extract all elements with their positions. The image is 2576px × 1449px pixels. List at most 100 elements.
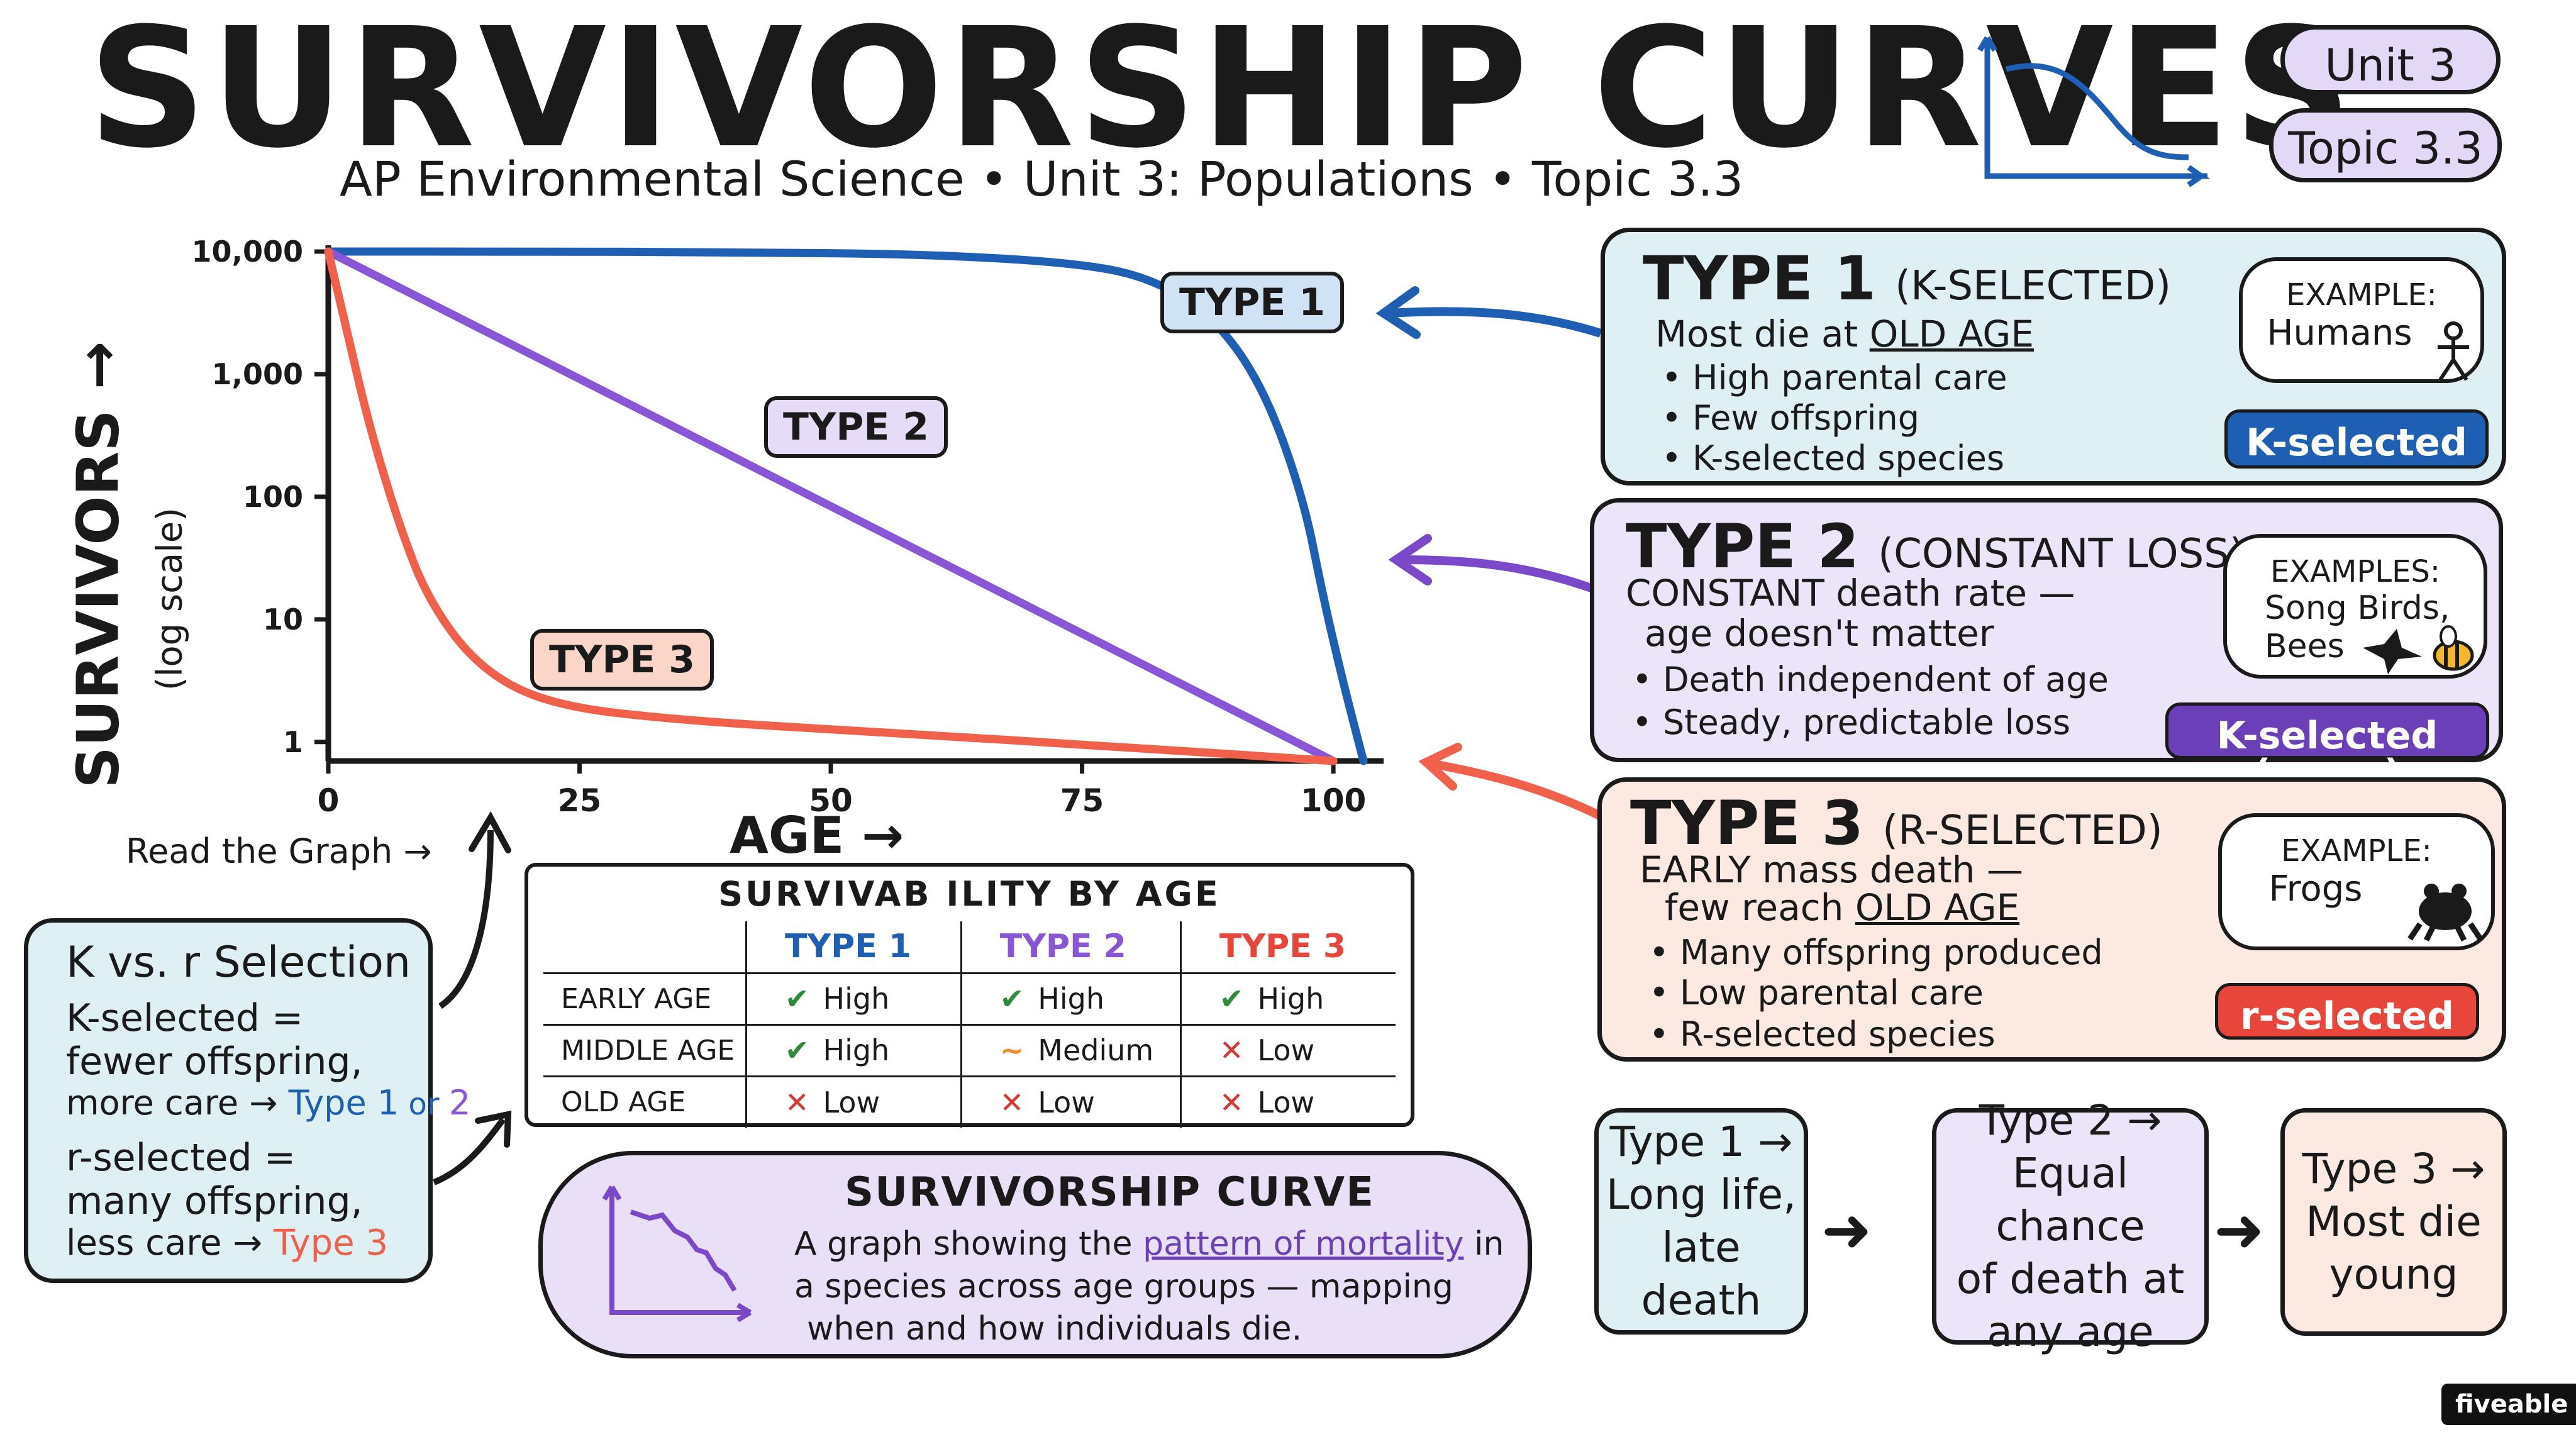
table-corner [543,921,747,974]
read-graph-hint: Read the Graph → [126,831,432,871]
table-header-type1: TYPE 1 [745,921,962,974]
y-tick-label: 1 [283,725,303,759]
flow-box-type2: Type 2 → Equal chance of death at any age [1932,1096,2209,1356]
y-tick-label: 10,000 [191,235,303,269]
type1-card: TYPE 1 (K-SELECTED) Most die at OLD AGE •… [1601,228,2506,486]
type1-example-value: Humans [2267,313,2412,353]
series-line-type-1 [324,247,1368,765]
type3-card-title: TYPE 3 (R-SELECTED) [1630,788,2163,858]
brand-logo: fiveable [2441,1384,2576,1425]
x-axis-label: AGE → [730,806,904,865]
row-label-middle: MIDDLE AGE [543,1023,747,1077]
survivorship-chart: 10,000 1,000 100 10 10 25 50 75 100 [191,235,1384,819]
type1-card-title: TYPE 1 (K-SELECTED) [1643,243,2172,314]
table-grid: TYPE 1 TYPE 2 TYPE 3 EARLY AGE ✔ High ✔ Hi… [543,921,1396,1128]
row-label-early: EARLY AGE [543,972,747,1026]
type1-bullet-3: • K-selected species [1662,438,2005,478]
table-row: MIDDLE AGE ✔ High ∼ Medium ✕ Low [543,1023,1396,1077]
x-tick-label: 0 [318,782,340,819]
flow-arrow-icon: ➜ [2214,1195,2265,1265]
cell: High [823,982,890,1016]
person-icon [2438,321,2469,381]
check-icon: ✔ [784,982,809,1016]
flow-box-type3: Type 3 → Most die young [2280,1108,2507,1336]
type1-bullet-2: • Few offspring [1662,398,1920,438]
check-icon: ✔ [1219,982,1244,1016]
type2-badge: K-selected (some) [2165,702,2489,792]
type3-line-2: few reach OLD AGE [1665,886,2020,929]
k-vs-r-title: K vs. r Selection [66,938,411,987]
type3-example-label: EXAMPLE: [2281,833,2432,869]
type2-example-value-1: Song Birds, [2265,589,2450,627]
y-tick-label: 10 [263,602,303,636]
check-icon: ✔ [999,982,1024,1016]
survivability-table: SURVIVAB ILITY BY AGE TYPE 1 TYPE 2 TYPE… [525,863,1414,1128]
type1-badge: K-selected [2224,409,2489,469]
y-axis-label-wrap: SURVIVORS → [60,341,132,792]
series-line-type-3 [324,247,1338,765]
type2-example-label: EXAMPLES: [2270,554,2441,589]
type3-card: TYPE 3 (R-SELECTED) EARLY mass death — fe… [1597,777,2506,1062]
flow-arrow-icon: ➜ [1821,1195,1872,1265]
type3-curve-label: TYPE 3 [530,629,714,691]
bird-bee-icon [2363,625,2474,674]
type1-bullet-1: • High parental care [1662,358,2007,397]
page-subtitle: AP Environmental Science • Unit 3: Popul… [340,151,1744,207]
type3-bullet-3: • R-selected species [1649,1014,1996,1054]
cell: Low [1257,1033,1315,1067]
x-tick-label: 100 [1301,782,1366,819]
cross-icon: ✕ [1219,1085,1244,1119]
y-tick-label: 1,000 [211,357,303,391]
y-axis-sublabel: (log scale) [149,507,191,691]
x-tick-label: 50 [809,782,853,819]
type2-card-title: TYPE 2 (CONSTANT LOSS) [1626,511,2245,582]
cross-icon: ✕ [784,1085,809,1119]
table-row: EARLY AGE ✔ High ✔ High ✔ High [543,972,1396,1026]
cross-icon: ✕ [999,1085,1024,1119]
type2-line-2: age doesn't matter [1645,612,1994,655]
r-selected-text: r-selected = many offspring, less care →… [66,1136,389,1263]
table-title: SURVIVAB ILITY BY AGE [718,874,1221,914]
mini-curve-icon [1977,36,2211,187]
definition-cloud: SURVIVORSHIP CURVE A graph showing the p… [538,1151,1532,1358]
type1-curve-label: TYPE 1 [1160,272,1344,333]
cell: Medium [1038,1033,1154,1067]
y-axis-label: SURVIVORS → [64,341,132,789]
row-label-old: OLD AGE [543,1075,747,1128]
type1-example-label: EXAMPLE: [2286,277,2437,313]
k-vs-r-box: K vs. r Selection K-selected = fewer off… [24,918,470,1283]
x-tick-label: 25 [558,782,602,819]
y-tick-label: 100 [243,480,303,514]
type2-curve-label: TYPE 2 [764,396,948,458]
type2-bullet-2: • Steady, predictable loss [1632,702,2071,742]
type3-line-1: EARLY mass death — [1640,848,2023,891]
flow-box-type1: Type 1 → Long life, late death [1594,1108,1808,1335]
check-icon: ✔ [784,1033,809,1067]
page-title: SURVIVORSHIP CURVES [88,0,2356,184]
table-row: OLD AGE ✕ Low ✕ Low ✕ Low [543,1075,1396,1128]
k-selected-text: K-selected = fewer offspring, more care … [66,996,471,1123]
type3-example-value: Frogs [2268,869,2363,909]
frog-icon [2407,884,2483,942]
cell: Low [1257,1085,1315,1119]
cross-icon: ✕ [1219,1033,1244,1067]
wave-icon: ∼ [999,1033,1024,1067]
mini-graph-icon [602,1185,752,1323]
x-tick-label: 75 [1060,782,1104,819]
cell: High [1038,982,1105,1016]
cell: Low [823,1085,880,1119]
table-header-type3: TYPE 3 [1179,921,1396,974]
cell: Low [1038,1085,1095,1119]
definition-text: A graph showing the pattern of mortality… [794,1225,1504,1348]
type2-bullet-1: • Death independent of age [1632,660,2109,699]
type2-example-bubble: EXAMPLES: Song Birds, Bees [2223,534,2487,679]
series-line-type-2 [324,247,1338,765]
y-axis-sublabel-wrap: (log scale) [145,402,195,792]
type2-card: TYPE 2 (CONSTANT LOSS) CONSTANT death rat… [1590,498,2503,792]
type1-line: Most die at OLD AGE [1655,313,2035,355]
type2-line-1: CONSTANT death rate — [1626,572,2075,614]
unit-pill: Unit 3 [2280,25,2501,94]
type3-bullet-2: • Low parental care [1649,973,1984,1013]
type3-example-bubble: EXAMPLE: Frogs [2218,813,2495,950]
type1-example-bubble: EXAMPLE: Humans [2239,257,2484,383]
